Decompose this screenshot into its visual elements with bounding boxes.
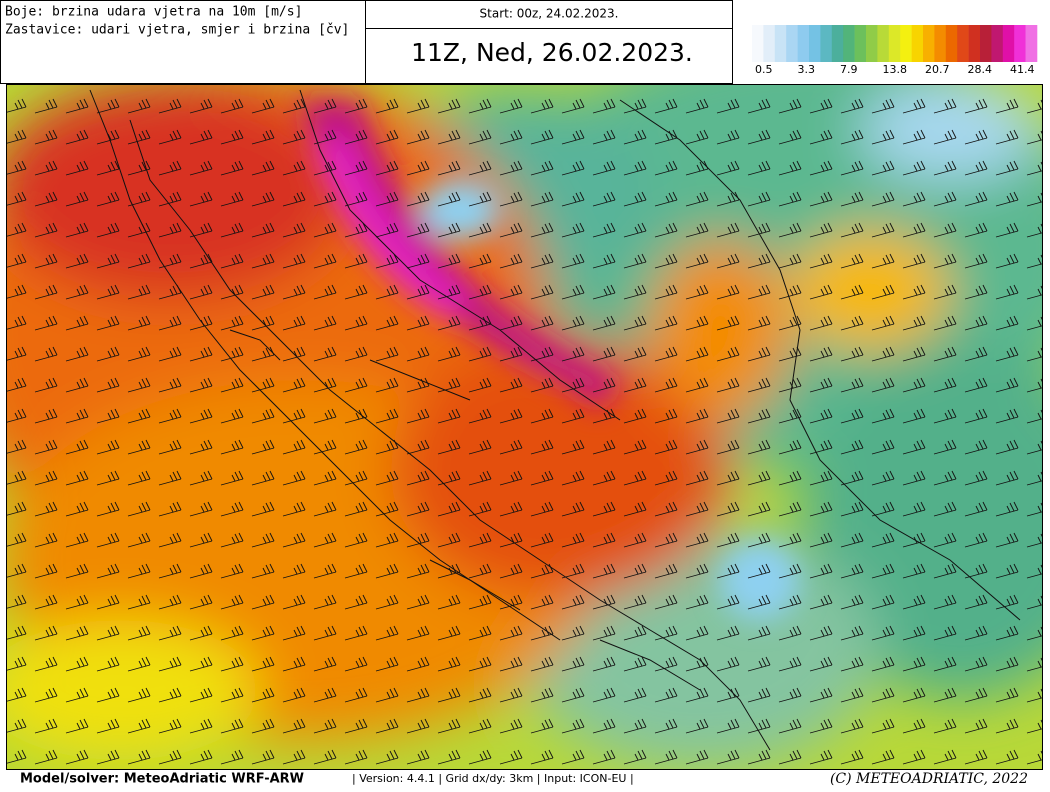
- colorbar-swatch: [991, 25, 1004, 62]
- colorbar-swatch: [843, 25, 855, 62]
- header-left-box: [0, 0, 366, 84]
- colorbar-swatch: [786, 25, 798, 62]
- colorbar-swatch: [968, 25, 981, 62]
- footer-info: | Version: 4.4.1 | Grid dx/dy: 3km | Inp…: [352, 772, 634, 785]
- colorbar-swatch: [980, 25, 992, 62]
- legend-barbs: Zastavice: udari vjetra, smjer i brzina …: [5, 23, 349, 38]
- colorbar-swatch: [854, 25, 867, 62]
- colorbar-swatch: [866, 25, 878, 62]
- footer-copyright: (C) METEOADRIATIC, 2022: [830, 771, 1028, 787]
- colorbar-swatch: [763, 25, 776, 62]
- colorbar-label: 0.5: [755, 63, 773, 76]
- wind-barbs: [6, 84, 1043, 770]
- colorbar-label: 41.4: [1010, 63, 1035, 76]
- header-mid-box: [365, 0, 733, 84]
- colorbar-swatch: [752, 25, 764, 62]
- colorbar-swatch: [809, 25, 821, 62]
- start-time: Start: 00z, 24.02.2023.: [480, 7, 619, 21]
- header: Boje: brzina udara vjetra na 10m [m/s] Z…: [0, 0, 1038, 84]
- colorbar-swatch: [945, 25, 958, 62]
- colorbar-label: 13.8: [883, 63, 908, 76]
- colorbar: 0.5 3.3 7.9 13.8 20.7 28.4 41.4: [752, 25, 1038, 76]
- colorbar-swatch: [957, 25, 969, 62]
- colorbar-swatch: [831, 25, 844, 62]
- colorbar-swatch: [1002, 25, 1015, 62]
- colorbar-label: 20.7: [925, 63, 950, 76]
- colorbar-swatch: [820, 25, 833, 62]
- colorbar-swatch: [774, 25, 787, 62]
- map: [6, 84, 1043, 770]
- footer: Model/solver: MeteoAdriatic WRF-ARW | Ve…: [20, 771, 1028, 787]
- colorbar-swatch: [797, 25, 810, 62]
- colorbar-swatch: [1014, 25, 1026, 62]
- colorbar-swatch: [911, 25, 924, 62]
- colorbar-label: 28.4: [968, 63, 993, 76]
- colorbar-label: 7.9: [840, 63, 858, 76]
- colorbar-swatch: [1025, 25, 1038, 62]
- coastline: [89, 89, 1021, 751]
- map-frame: [6, 84, 1043, 770]
- legend-colors: Boje: brzina udara vjetra na 10m [m/s]: [5, 5, 302, 20]
- footer-model: Model/solver: MeteoAdriatic WRF-ARW: [20, 772, 304, 787]
- colorbar-swatch: [923, 25, 935, 62]
- colorbar-swatch: [900, 25, 912, 62]
- colorbar-swatch: [934, 25, 947, 62]
- colorbar-label: 3.3: [798, 63, 816, 76]
- valid-time: 11Z, Ned, 26.02.2023.: [411, 38, 693, 67]
- colorbar-swatch: [877, 25, 890, 62]
- colorbar-swatch: [888, 25, 901, 62]
